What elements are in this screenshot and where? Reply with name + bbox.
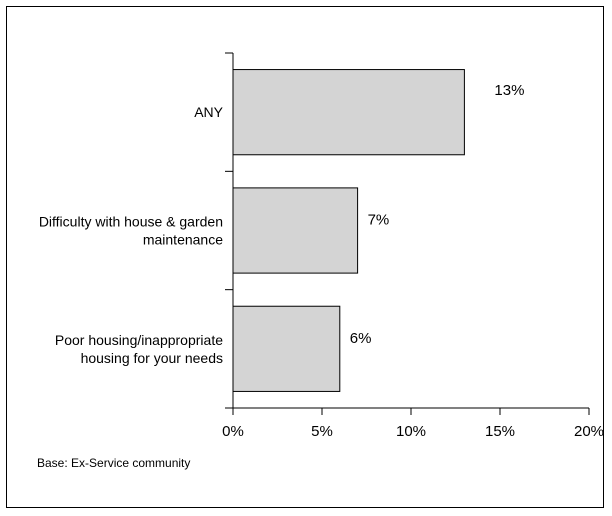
category-label: ANY [194,104,223,120]
category-label: Difficulty with house & garden maintenanc… [39,214,223,248]
data-label: 13% [494,82,524,99]
x-tick-label: 10% [396,423,426,440]
bar [232,69,465,156]
x-tick-label: 5% [311,423,333,440]
category-label: Poor housing/inappropriate housing for yo… [55,332,223,366]
x-tick-label: 20% [574,423,604,440]
data-label: 6% [350,330,372,347]
x-tick-label: 0% [222,423,244,440]
bar [232,187,359,274]
x-tick-label: 15% [485,423,515,440]
bar [232,305,341,392]
data-label: 7% [368,212,390,229]
base-note: Base: Ex-Service community [37,456,191,470]
